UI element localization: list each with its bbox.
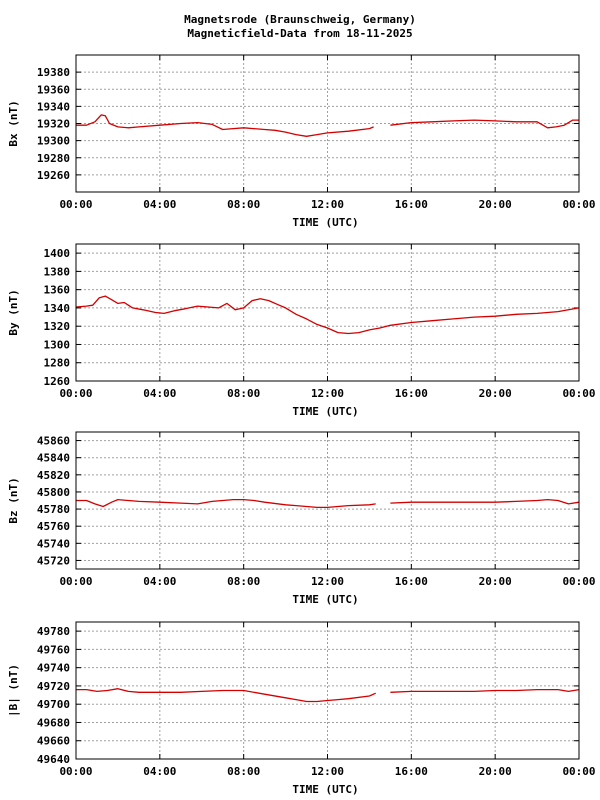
x-tick-label: 00:00 [562, 198, 595, 211]
x-tick-label: 00:00 [59, 575, 92, 588]
x-tick-label: 12:00 [311, 387, 344, 400]
plot-frame [75, 243, 580, 382]
series-line [76, 688, 376, 703]
y-axis-label: Bx (nT) [7, 100, 20, 146]
series-line [76, 114, 374, 137]
x-tick-label: 08:00 [227, 387, 260, 400]
x-tick-label: 00:00 [562, 575, 595, 588]
x-tick-label: 04:00 [143, 198, 176, 211]
x-tick-label: 20:00 [479, 765, 512, 778]
x-axis-label: TIME (UTC) [292, 593, 358, 606]
y-tick-label: 45740 [37, 537, 70, 550]
x-axis-label: TIME (UTC) [292, 783, 358, 796]
y-tick-label: 1400 [44, 247, 71, 260]
y-tick-label: 1280 [44, 357, 71, 370]
x-tick-label: 16:00 [395, 575, 428, 588]
y-tick-label: 19380 [37, 66, 70, 79]
x-tick-label: 12:00 [311, 198, 344, 211]
y-tick-label: 19320 [37, 118, 70, 131]
y-tick-label: 45840 [37, 452, 70, 465]
y-tick-label: 49680 [37, 716, 70, 729]
x-tick-label: 00:00 [562, 765, 595, 778]
y-tick-label: 49740 [37, 662, 70, 675]
y-tick-label: 49760 [37, 643, 70, 656]
x-tick-label: 00:00 [59, 765, 92, 778]
y-axis-label: By (nT) [7, 289, 20, 335]
x-tick-label: 08:00 [227, 575, 260, 588]
y-tick-label: 45800 [37, 486, 70, 499]
chart-title: Magnetsrode (Braunschweig, Germany) [184, 13, 416, 26]
y-tick-label: 1300 [44, 338, 71, 351]
chart-panel-1: 00:00 04:00 08:00 12:00 16:00 20:00 00:00 19260… [7, 54, 596, 229]
y-tick-label: 1260 [44, 375, 71, 388]
x-tick-label: 04:00 [143, 765, 176, 778]
x-tick-label: 16:00 [395, 765, 428, 778]
x-tick-label: 12:00 [311, 765, 344, 778]
chart-panel-4: 00:00 04:00 08:00 12:00 16:00 20:00 00:0049640… [7, 621, 596, 796]
plot-frame [75, 621, 580, 760]
y-tick-label: 45780 [37, 503, 70, 516]
x-axis-label: TIME (UTC) [292, 216, 358, 229]
y-tick-label: 19340 [37, 100, 70, 113]
series-line [390, 688, 580, 693]
y-tick-label: 49660 [37, 735, 70, 748]
x-tick-label: 04:00 [143, 575, 176, 588]
x-tick-label: 12:00 [311, 575, 344, 588]
plot-frame [75, 54, 580, 193]
series-line [390, 498, 580, 505]
x-tick-label: 04:00 [143, 387, 176, 400]
x-axis-label: TIME (UTC) [292, 405, 358, 418]
y-tick-label: 45860 [37, 435, 70, 448]
y-tick-label: 19360 [37, 83, 70, 96]
y-tick-label: 49780 [37, 625, 70, 638]
y-tick-label: 1320 [44, 320, 71, 333]
y-tick-label: 1360 [44, 284, 71, 297]
y-tick-label: 49640 [37, 753, 70, 766]
x-tick-label: 16:00 [395, 198, 428, 211]
x-tick-label: 00:00 [562, 387, 595, 400]
chart-panel-2: 00:00 04:00 08:00 12:00 16:00 20:00 00:0012601… [7, 243, 596, 418]
y-tick-label: 19300 [37, 135, 70, 148]
x-tick-label: 20:00 [479, 198, 512, 211]
chart-panel-3: 00:00 04:00 08:00 12:00 16:00 20:00 00:00 45720… [7, 431, 596, 606]
x-tick-label: 16:00 [395, 387, 428, 400]
plot-frame [75, 431, 580, 570]
y-tick-label: 45820 [37, 469, 70, 482]
series-line [75, 295, 580, 335]
y-tick-label: 49700 [37, 698, 70, 711]
x-tick-label: 00:00 [59, 198, 92, 211]
x-tick-label: 20:00 [479, 387, 512, 400]
y-tick-label: 19260 [37, 169, 70, 182]
y-tick-label: 1340 [44, 302, 71, 315]
y-tick-label: 45760 [37, 520, 70, 533]
y-tick-label: 49720 [37, 680, 70, 693]
x-tick-label: 08:00 [227, 765, 260, 778]
y-axis-label: Bz (nT) [7, 477, 20, 523]
chart-subtitle: Magneticfield-Data from 18-11-2025 [187, 27, 413, 40]
x-tick-label: 08:00 [227, 198, 260, 211]
y-tick-label: 1380 [44, 265, 71, 278]
y-tick-label: 45720 [37, 554, 70, 567]
y-axis-label: |B| (nT) [7, 664, 20, 717]
x-tick-label: 20:00 [479, 575, 512, 588]
x-tick-label: 00:00 [59, 387, 92, 400]
series-line [76, 498, 376, 509]
series-line [390, 119, 579, 129]
y-tick-label: 19280 [37, 152, 70, 165]
